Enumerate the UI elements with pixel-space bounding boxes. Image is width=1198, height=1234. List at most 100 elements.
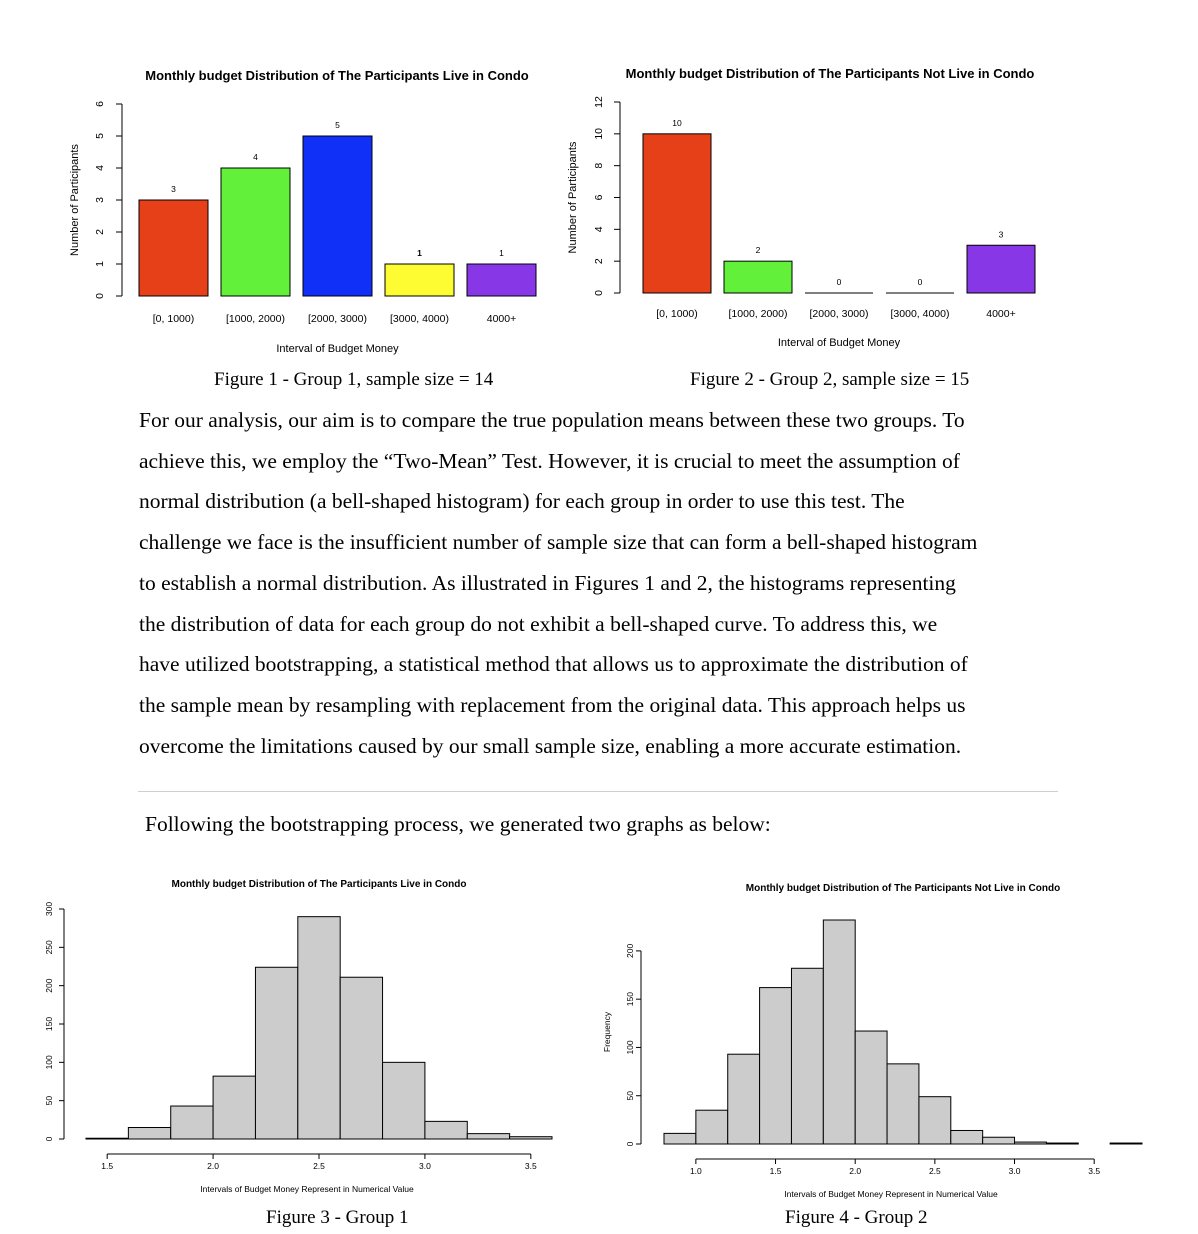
y-tick-label: 200 [44, 978, 54, 992]
y-axis-label: Number of Participants [69, 144, 81, 256]
y-tick-label: 6 [94, 101, 106, 107]
category-label: 4000+ [986, 308, 1016, 320]
x-tick-label: 2.0 [207, 1161, 219, 1171]
x-tick-label: 3.5 [1088, 1166, 1100, 1176]
paragraph-line: to establish a normal distribution. As i… [139, 570, 956, 595]
y-tick-label: 0 [625, 1141, 635, 1146]
y-tick-label: 3 [94, 197, 106, 203]
y-tick-label: 50 [44, 1096, 54, 1106]
y-tick-label: 1 [94, 261, 106, 267]
histogram-bar [822, 919, 856, 1145]
y-tick-label: 50 [625, 1091, 635, 1101]
y-tick-label: 150 [44, 1017, 54, 1031]
x-axis-label: Interval of Budget Money [276, 343, 399, 355]
histogram-bar [297, 916, 341, 1140]
y-tick-label: 12 [593, 96, 605, 108]
histogram-bar [424, 1120, 468, 1140]
category-label: [0, 1000) [153, 313, 194, 325]
histogram-bar [1045, 1142, 1079, 1145]
y-tick-label: 250 [44, 940, 54, 954]
histogram-bar [790, 967, 824, 1145]
category-label: [3000, 4000) [390, 313, 449, 325]
y-axis-label: Number of Participants [567, 141, 579, 253]
bar [138, 199, 209, 297]
y-tick-label: 0 [44, 1136, 54, 1141]
x-axis-label: Intervals of Budget Money Represent in N… [784, 1189, 998, 1199]
bar [966, 244, 1036, 294]
paragraph-line: the distribution of data for each group … [139, 611, 938, 636]
paragraph-line: overcome the limitations caused by our s… [139, 733, 962, 758]
histogram-bar [509, 1136, 553, 1140]
section-divider [138, 791, 1058, 792]
y-tick-label: 100 [44, 1055, 54, 1069]
paragraph-line: For our analysis, our aim is to compare … [139, 408, 965, 432]
y-tick-label: 200 [625, 944, 635, 958]
histogram-bar [1109, 1142, 1143, 1145]
y-tick-label: 150 [625, 992, 635, 1006]
category-label: [3000, 4000) [891, 308, 950, 320]
x-axis-label: Intervals of Budget Money Represent in N… [200, 1184, 414, 1194]
histogram-bar [854, 1030, 888, 1145]
chart-title: Monthly budget Distribution of The Parti… [626, 66, 1035, 81]
category-label: [2000, 3000) [308, 313, 367, 325]
histogram-bar [695, 1109, 729, 1145]
x-tick-label: 1.0 [690, 1166, 702, 1176]
category-label: [2000, 3000) [810, 308, 869, 320]
y-tick-label: 10 [593, 128, 605, 140]
data-label: 1 [417, 248, 422, 258]
histogram-bar [339, 976, 384, 1140]
y-tick-label: 100 [625, 1040, 635, 1054]
data-label: 2 [756, 245, 761, 255]
bar [723, 260, 793, 294]
x-tick-label: 1.5 [101, 1161, 113, 1171]
y-tick-label: 4 [94, 165, 106, 171]
histogram-bar [212, 1075, 256, 1140]
histogram-bar [918, 1096, 952, 1145]
histogram-bar [382, 1061, 426, 1140]
bar [642, 133, 712, 294]
y-tick-label: 6 [593, 194, 605, 200]
data-label: 4 [253, 152, 258, 162]
histogram-bar [727, 1053, 761, 1145]
analysis-paragraph: For our analysis, our aim is to compare … [139, 400, 1079, 766]
histogram-bar [886, 1063, 920, 1145]
figure-3-histogram: Monthly budget Distribution of The Parti… [44, 879, 553, 1194]
bar [220, 167, 291, 297]
x-tick-label: 1.5 [770, 1166, 782, 1176]
figure-1-bar-chart: Monthly budget Distribution of The Parti… [69, 68, 537, 355]
y-tick-label: 2 [593, 258, 605, 264]
x-tick-label: 2.5 [313, 1161, 325, 1171]
histogram-bar [759, 987, 792, 1145]
figure-1-caption: Figure 1 - Group 1, sample size = 14 [214, 369, 494, 390]
category-label: [1000, 2000) [226, 313, 285, 325]
category-label: [0, 1000) [656, 308, 697, 320]
category-label: 4000+ [487, 313, 517, 325]
chart-title: Monthly budget Distribution of The Parti… [172, 879, 467, 890]
y-axis-label: Frequency [602, 1011, 612, 1052]
category-label: [1000, 2000) [729, 308, 788, 320]
data-label: 0 [918, 277, 923, 287]
paragraph-line: have utilized bootstrapping, a statistic… [139, 652, 968, 677]
data-label: 3 [999, 229, 1004, 239]
x-tick-label: 3.0 [1009, 1166, 1021, 1176]
x-tick-label: 3.0 [419, 1161, 431, 1171]
x-tick-label: 2.0 [849, 1166, 861, 1176]
y-tick-label: 2 [94, 229, 106, 235]
y-tick-label: 5 [94, 133, 106, 139]
y-tick-label: 300 [44, 902, 54, 916]
figure-3-caption: Figure 3 - Group 1 [266, 1207, 409, 1228]
chart-title: Monthly budget Distribution of The Parti… [746, 883, 1060, 894]
histogram-bar [982, 1136, 1016, 1145]
y-tick-label: 4 [593, 226, 605, 232]
y-tick-label: 0 [593, 290, 605, 296]
paragraph-line: normal distribution (a bell-shaped histo… [139, 489, 905, 514]
histogram-bar [1014, 1141, 1047, 1145]
paragraph-line: the sample mean by resampling with repla… [139, 692, 966, 717]
figure-2-bar-chart: Monthly budget Distribution of The Parti… [567, 66, 1036, 349]
data-label: 0 [837, 277, 842, 287]
paragraph-line: achieve this, we employ the “Two-Mean” T… [139, 448, 960, 473]
bar [466, 263, 537, 297]
data-label: 1 [499, 248, 504, 258]
histogram-bar [663, 1132, 697, 1145]
